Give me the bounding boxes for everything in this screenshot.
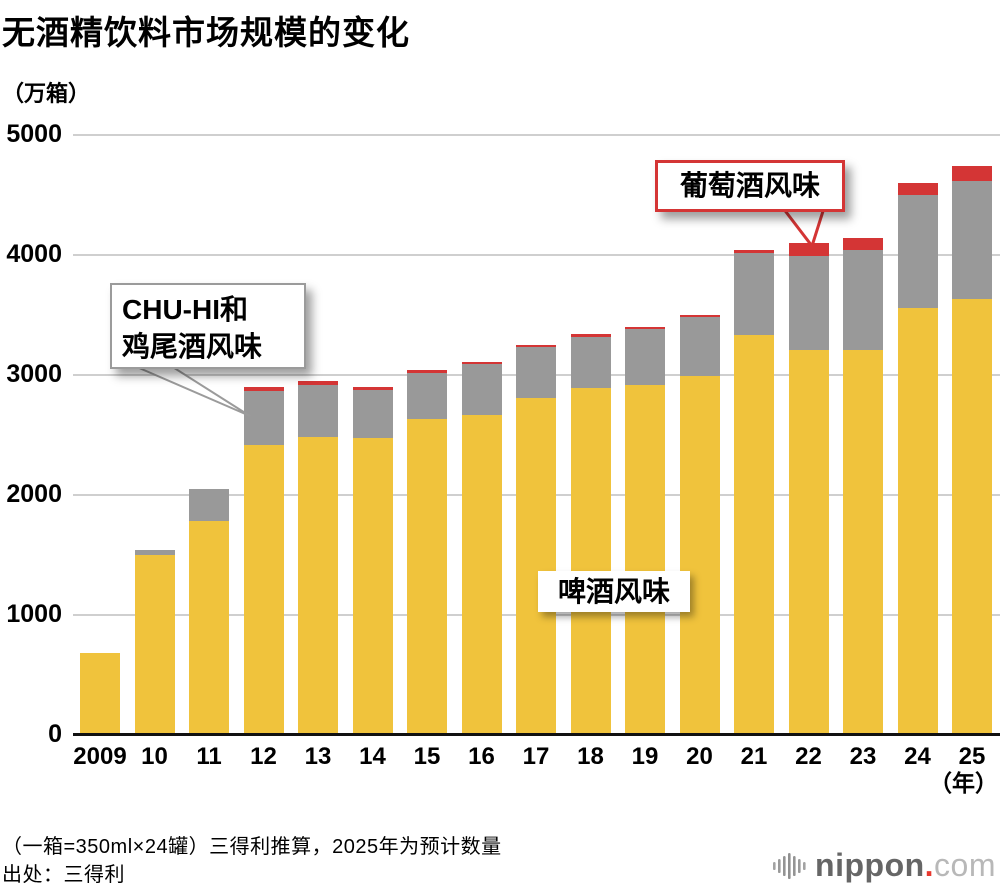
bar-segment-22-series1 [788,256,829,350]
bar-segment-24-series2 [897,183,938,195]
wine-callout-pointer [779,206,827,250]
bar-segment-11-series1 [189,489,229,522]
bar-segment-16-series1 [461,364,502,415]
bar-segment-22-series2 [788,243,829,257]
x-tick-label-12: 12 [250,743,277,770]
bar-segment-2009-series0 [80,653,120,735]
bar-segment-13-series0 [298,437,338,735]
bar-segment-21-series2 [734,250,774,254]
x-tick-label-14: 14 [359,743,386,770]
bar-segment-23-series2 [843,237,883,251]
x-tick-label-16: 16 [468,743,495,770]
gridline-5000 [73,134,1000,136]
y-tick-label-5000: 5000 [6,120,62,148]
footnote-source-calc: （一箱=350ml×24罐）三得利推算，2025年为预计数量 [2,836,502,858]
page-title: 无酒精饮料市场规模的变化 [2,14,410,51]
bar-segment-20-series0 [679,376,720,735]
bar-segment-17-series2 [516,345,556,348]
bar-segment-12-series0 [243,444,284,735]
bar-segment-19-series2 [625,327,665,330]
bar-segment-20-series2 [679,315,720,317]
bar-segment-10-series0 [134,555,175,735]
bar-segment-20-series1 [679,316,720,377]
bar-segment-14-series2 [352,387,393,390]
bar-segment-17-series1 [516,347,556,398]
x-tick-label-10: 10 [141,743,168,770]
gridline-4000 [73,254,1000,256]
bar-segment-14-series0 [352,438,393,735]
x-tick-label-15: 15 [413,743,441,770]
chuhi-callout-label: CHU-HI和 鸡尾酒风味 [110,283,306,369]
bar-segment-17-series0 [516,397,556,735]
bar-segment-18-series1 [570,336,611,389]
chuhi-callout-line1: CHU-HI和 [122,294,248,325]
bar-segment-16-series0 [461,414,502,735]
y-tick-label-2000: 2000 [6,480,62,508]
bar-segment-12-series1 [243,390,284,445]
x-tick-label-18: 18 [577,743,604,770]
y-tick-label-4000: 4000 [6,240,62,268]
x-tick-label-19: 19 [631,743,659,770]
bar-segment-19-series0 [625,384,665,735]
bar-segment-10-series1 [134,550,175,555]
bar-segment-25-series0 [952,299,992,735]
y-axis-unit-label: （万箱） [2,81,91,106]
bar-segment-21-series0 [734,335,774,735]
x-tick-label-25: 25 [958,743,986,770]
bar-segment-21-series1 [734,253,774,336]
chuhi-callout-line2: 鸡尾酒风味 [122,330,263,362]
bar-segment-24-series0 [897,307,938,735]
x-tick-label-17: 17 [522,743,550,770]
wine-callout-label: 葡萄酒风味 [655,160,845,212]
y-tick-label-1000: 1000 [6,600,62,628]
footnote-source: 出处：三得利 [2,864,125,886]
bar-segment-23-series1 [843,250,883,350]
nippon-soundwave-icon [773,852,806,879]
x-axis-line [73,733,1000,736]
bar-segment-22-series0 [788,349,829,735]
x-tick-label-23: 23 [849,743,877,770]
bar-segment-18-series2 [570,334,611,337]
bar-segment-25-series2 [952,166,992,182]
x-tick-label-13: 13 [304,743,332,770]
x-tick-label-20: 20 [686,743,713,770]
logo-text-com: com [934,847,996,883]
bar-segment-14-series1 [352,390,393,438]
chuhi-callout-pointer [129,363,251,417]
y-tick-label-0: 0 [48,720,62,748]
x-tick-label-24: 24 [904,743,931,770]
x-tick-label-2009: 2009 [73,743,127,770]
bar-segment-11-series0 [189,521,229,735]
bar-segment-15-series1 [407,372,447,420]
x-axis-unit-label: （年） [929,770,998,796]
bar-segment-23-series0 [843,349,883,735]
beer-series-label: 啤酒风味 [538,571,690,612]
x-tick-label-22: 22 [795,743,822,770]
logo-text-nippon: nippon [815,847,925,883]
nippon-logo: nippon.com [772,847,996,884]
bar-segment-25-series1 [952,181,992,300]
bar-segment-15-series0 [407,419,447,735]
bar-segment-19-series1 [625,329,665,385]
logo-dot: . [924,847,935,883]
bar-segment-18-series0 [570,388,611,735]
bar-segment-13-series1 [298,384,338,438]
bar-segment-12-series2 [243,387,284,391]
y-tick-label-3000: 3000 [6,360,62,388]
x-tick-label-11: 11 [196,743,222,770]
x-tick-label-21: 21 [740,743,768,770]
bar-segment-13-series2 [298,381,338,385]
bar-segment-15-series2 [407,370,447,373]
bar-segment-24-series1 [897,195,938,308]
bar-segment-16-series2 [461,361,502,365]
